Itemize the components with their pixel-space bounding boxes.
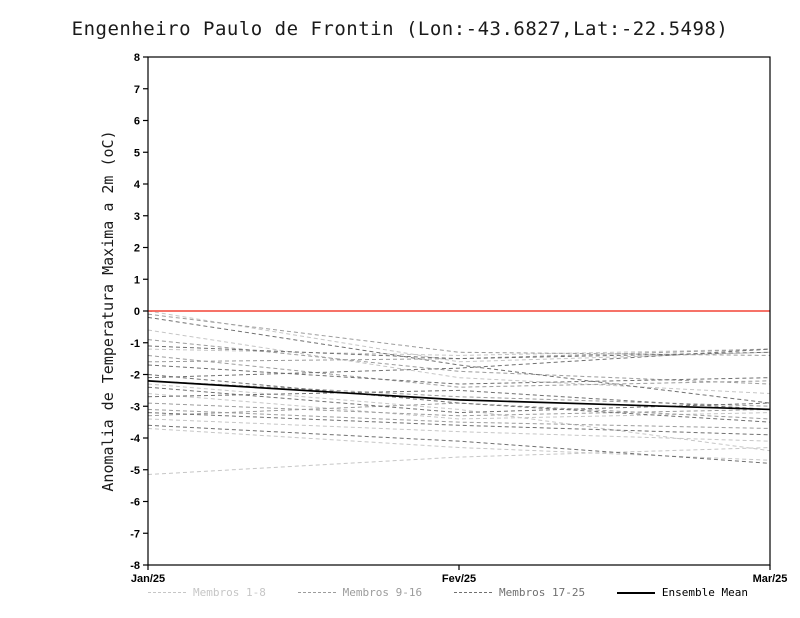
y-tick-label: -6 [130, 497, 140, 509]
member-line [147, 427, 771, 461]
legend-item-membros-9-16: Membros 9-16 [297, 586, 423, 599]
member-line [147, 418, 771, 442]
y-tick-label: 1 [134, 274, 140, 286]
y-tick-label: 0 [134, 306, 140, 318]
legend-item-membros-17-25: Membros 17-25 [453, 586, 586, 599]
legend-label: Ensemble Mean [661, 586, 748, 599]
y-tick-label: 2 [134, 243, 140, 255]
member-line [147, 348, 771, 356]
member-line [147, 345, 771, 360]
y-tick-label: 3 [134, 211, 140, 223]
member-line [147, 374, 771, 423]
member-line [147, 364, 771, 385]
x-tick-label: Mar/25 [753, 573, 788, 585]
member-line [147, 393, 771, 420]
member-line [147, 402, 771, 417]
legend-label: Membros 1-8 [193, 586, 266, 599]
y-tick-label: -3 [130, 401, 140, 413]
y-tick-label: -1 [130, 338, 140, 350]
y-tick-label: -2 [130, 370, 140, 382]
member-line [147, 380, 771, 407]
x-tick-label: Fev/25 [442, 573, 476, 585]
member-line [147, 389, 771, 410]
y-tick-label: -7 [130, 528, 140, 540]
y-tick-label: 7 [134, 84, 140, 96]
member-line [147, 310, 771, 363]
chart-title: Engenheiro Paulo de Frontin (Lon:-43.682… [71, 18, 729, 40]
member-line [147, 447, 771, 476]
member-line [147, 354, 771, 388]
y-tick-label: -5 [130, 465, 140, 477]
member-line [147, 348, 771, 379]
y-tick-label: 8 [134, 52, 140, 64]
legend-line-sample [148, 592, 186, 593]
member-line [147, 402, 771, 420]
y-tick-label: -4 [130, 433, 141, 445]
y-tick-label: 4 [134, 179, 141, 191]
ensemble-mean-line [147, 380, 771, 411]
chart-legend: Membros 1-8 Membros 9-16 Membros 17-25 E… [148, 586, 748, 599]
member-line [147, 412, 771, 436]
legend-line-sample [616, 591, 655, 594]
y-tick-label: -8 [130, 560, 140, 572]
y-tick-label: 6 [134, 116, 140, 128]
x-tick-label: Jan/25 [131, 573, 165, 585]
legend-item-membros-1-8: Membros 1-8 [148, 586, 266, 599]
legend-line-sample [297, 592, 336, 593]
member-line [147, 408, 771, 429]
legend-item-ensemble-mean: Ensemble Mean [616, 586, 748, 599]
member-line [147, 424, 771, 464]
legend-label: Membros 9-16 [342, 586, 423, 599]
legend-line-sample [453, 592, 492, 593]
legend-label: Membros 17-25 [498, 586, 586, 599]
y-tick-label: 5 [134, 147, 140, 159]
member-line [147, 383, 771, 452]
